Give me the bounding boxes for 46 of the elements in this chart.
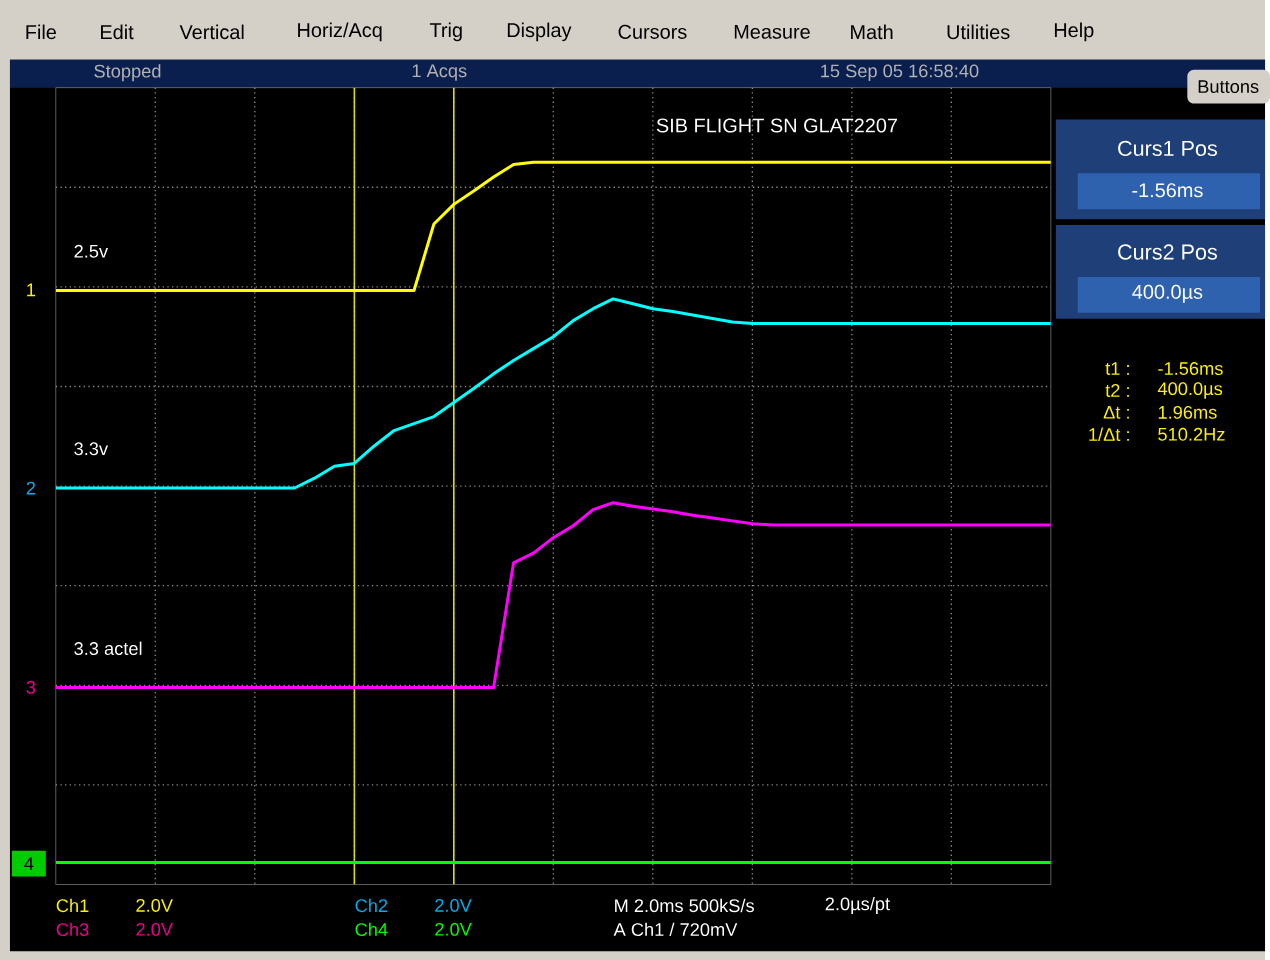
text: Utilities xyxy=(947,24,1010,40)
text: Curs1 Pos xyxy=(1118,140,1217,156)
text: 2.0V xyxy=(435,898,472,912)
text: 2.0V xyxy=(435,922,472,936)
text: Ch3 xyxy=(56,922,89,936)
text: Display xyxy=(507,22,572,42)
series-label: 3.3v xyxy=(74,442,109,456)
text: 2 xyxy=(26,481,36,495)
series-label: 2.5v xyxy=(74,244,109,258)
text: 2.0V xyxy=(136,922,173,936)
text: 4 xyxy=(24,857,34,870)
text: 2.0V xyxy=(136,898,173,912)
text: Edit xyxy=(101,24,134,40)
text: Ch2 xyxy=(355,898,388,913)
text: Curs2 Pos xyxy=(1118,244,1217,260)
text: 510.2Hz xyxy=(1158,427,1225,441)
text: Measure xyxy=(734,24,810,39)
text: Ch1 xyxy=(56,898,89,913)
text: -1.56ms xyxy=(1158,362,1223,375)
text: Cursors xyxy=(618,24,687,39)
text: Help xyxy=(1054,22,1094,42)
text: Δt : xyxy=(1103,405,1129,419)
text: Trig xyxy=(429,22,462,42)
text: Buttons xyxy=(1198,80,1259,93)
text: t2 : xyxy=(1105,383,1129,397)
text: 400.0µs xyxy=(1157,382,1223,399)
text: 1/Δt : xyxy=(1089,427,1129,441)
text: Horiz/Acq xyxy=(298,22,382,42)
text: 1 Acqs xyxy=(412,64,467,81)
text: 1.96ms xyxy=(1158,405,1217,419)
text: A Ch1 / 720mV xyxy=(613,922,738,936)
text: M 2.0ms 500kS/s xyxy=(615,898,754,913)
text: Math xyxy=(851,24,893,40)
text: Vertical xyxy=(179,24,244,40)
text: File xyxy=(26,24,56,40)
series-label: 3.3 actel xyxy=(74,641,142,655)
text: Ch4 xyxy=(355,922,388,936)
text: 3 xyxy=(26,680,36,694)
text: t1 : xyxy=(1105,362,1129,375)
text: 1 xyxy=(27,283,36,297)
text: -1.56ms xyxy=(1132,183,1203,198)
text: 2.0µs/pt xyxy=(825,896,890,914)
text: Stopped xyxy=(94,64,161,82)
text: 400.0µs xyxy=(1132,284,1203,303)
text: 15 Sep 05 16:58:40 xyxy=(821,64,979,81)
chart-title: SIB FLIGHT SN GLAT2207 xyxy=(656,118,898,133)
